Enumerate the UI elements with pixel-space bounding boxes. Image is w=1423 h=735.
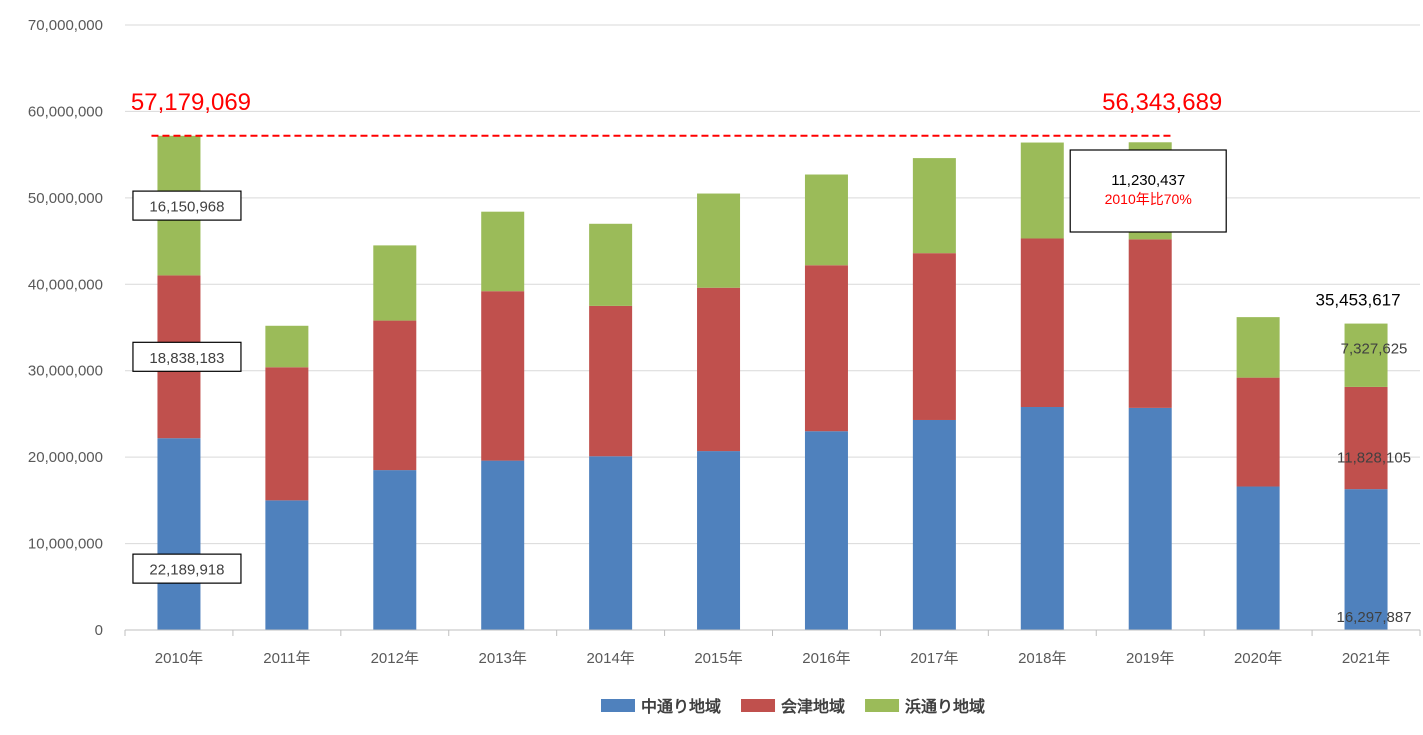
y-tick-label: 50,000,000 — [28, 190, 103, 207]
legend-label: 中通り地域 — [641, 697, 721, 716]
data-label: 16,297,887 — [1337, 609, 1412, 626]
bar-segment — [1344, 489, 1388, 630]
data-label: 16,150,968 — [149, 199, 224, 216]
data-label: 22,189,918 — [149, 562, 224, 579]
data-label: 7,327,625 — [1341, 341, 1408, 358]
bar-segment — [373, 470, 417, 630]
data-label: 18,838,183 — [149, 350, 224, 367]
y-axis-ticks: 0 10,000,000 20,000,000 30,000,000 40,000,00… — [28, 17, 103, 639]
bar-segment — [804, 265, 848, 432]
x-tick-label: 2017年 — [910, 650, 958, 667]
bar-segment — [373, 245, 417, 321]
legend: 中通り地域 会津地域 浜通り地域 — [601, 697, 985, 716]
bar-segment — [265, 325, 309, 368]
bar-segment — [589, 305, 633, 457]
bar-segment — [912, 253, 956, 420]
bar-segment — [804, 431, 848, 630]
bar-segment — [1344, 323, 1388, 387]
bar-segment — [1128, 407, 1172, 630]
bar-segment — [157, 438, 201, 630]
x-tick-label: 2012年 — [371, 650, 419, 667]
legend-swatch — [601, 699, 635, 712]
x-tick-label: 2013年 — [479, 650, 527, 667]
data-label-box — [132, 190, 242, 221]
bar-segment — [481, 211, 525, 292]
y-tick-label: 20,000,000 — [28, 449, 103, 466]
x-tick-label: 2016年 — [802, 650, 850, 667]
bar-segment — [1020, 142, 1064, 239]
total-label: 57,179,069 — [131, 89, 251, 116]
data-labels: 16,150,968 18,838,183 22,189,918 7,327,625 1… — [131, 89, 1412, 626]
callout-box — [1069, 149, 1227, 233]
bar-segment — [697, 451, 741, 630]
x-tick-label: 2019年 — [1126, 650, 1174, 667]
bar-segment — [1128, 239, 1172, 408]
y-tick-label: 0 — [95, 622, 103, 639]
bar-segment — [265, 500, 309, 630]
bar-segment — [1236, 377, 1280, 487]
bar-segment — [697, 287, 741, 452]
bar-segment — [697, 193, 741, 288]
total-label: 35,453,617 — [1315, 291, 1400, 310]
x-tick-label: 2011年 — [263, 650, 310, 667]
y-tick-label: 40,000,000 — [28, 276, 103, 293]
legend-swatch — [865, 699, 900, 712]
legend-swatch — [741, 699, 776, 712]
total-label: 56,343,689 — [1102, 89, 1222, 116]
bar-segment — [1236, 317, 1280, 378]
callout-value: 11,230,437 — [1111, 172, 1185, 189]
bar-segment — [804, 174, 848, 266]
y-tick-label: 30,000,000 — [28, 363, 103, 380]
x-tick-label: 2015年 — [694, 650, 742, 667]
x-tick-label: 2021年 — [1342, 650, 1390, 667]
bar-segment — [1236, 486, 1280, 630]
bar-segment — [481, 291, 525, 461]
legend-label: 会津地域 — [781, 697, 845, 716]
data-label-box — [132, 553, 242, 584]
bar-segment — [481, 460, 525, 630]
bar-segment — [1020, 238, 1064, 408]
bar-segment — [265, 367, 309, 501]
bar-segment — [589, 456, 633, 630]
x-tick-label: 2018年 — [1018, 650, 1066, 667]
x-tick-label: 2020年 — [1234, 650, 1282, 667]
y-tick-label: 70,000,000 — [28, 17, 103, 34]
data-label-box — [132, 341, 242, 372]
x-tick-label: 2010年 — [155, 650, 203, 667]
x-axis-ticks: 2010年 2011年 2012年 2013年 2014年 2015年 2016年 2017年… — [124, 630, 1421, 667]
data-label: 11,828,105 — [1337, 449, 1411, 466]
bar-segment — [1344, 386, 1388, 490]
x-tick-label: 2014年 — [586, 650, 634, 667]
y-tick-label: 10,000,000 — [28, 536, 103, 553]
bar-segment — [589, 223, 633, 306]
gridlines — [125, 24, 1420, 545]
y-tick-label: 60,000,000 — [28, 103, 103, 120]
bar-segment — [1020, 407, 1064, 630]
bar-segment — [912, 158, 956, 254]
bar-segment — [373, 320, 417, 471]
legend-label: 浜通り地域 — [905, 697, 985, 716]
bar-segment — [912, 419, 956, 630]
callout-comparison: 2010年比70% — [1105, 191, 1192, 207]
